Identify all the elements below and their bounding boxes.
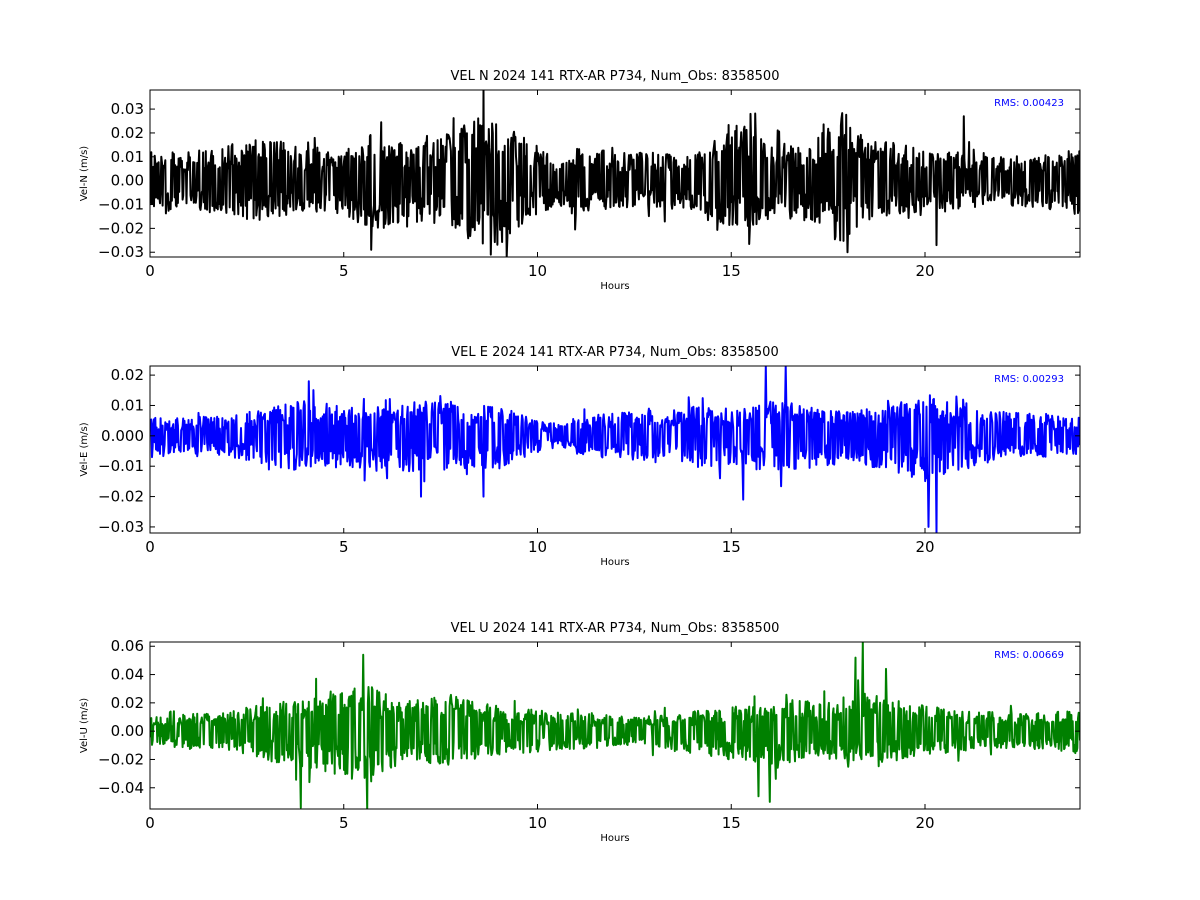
y-axis-label: Vel-N (m/s) bbox=[79, 146, 90, 201]
y-tick-label: 0.00 bbox=[111, 172, 144, 190]
x-tick-label: 5 bbox=[339, 814, 349, 832]
series-line bbox=[150, 366, 1080, 533]
y-tick-label: −0.01 bbox=[98, 457, 144, 475]
panel-north: 0 5 10 15 20 −0.03 −0.02 −0.01 0.00 0.01 0.02 0.03 V… bbox=[79, 69, 1081, 292]
y-axis-label: Vel-E (m/s) bbox=[79, 422, 90, 476]
x-tick-label: 10 bbox=[528, 262, 547, 280]
x-tick-label: 5 bbox=[339, 262, 349, 280]
x-tick-label: 10 bbox=[528, 814, 547, 832]
x-tick-label: 20 bbox=[915, 538, 934, 556]
series-line bbox=[150, 642, 1080, 809]
y-tick-label: 0.01 bbox=[111, 148, 144, 166]
y-tick-label: 0.02 bbox=[111, 366, 144, 384]
y-tick-label: −0.02 bbox=[98, 750, 144, 768]
chart-title: VEL U 2024 141 RTX-AR P734, Num_Obs: 835… bbox=[451, 621, 780, 636]
y-tick-label: 0.04 bbox=[111, 666, 144, 684]
plot-frame bbox=[149, 365, 1081, 534]
x-tick-label: 15 bbox=[722, 262, 741, 280]
y-tick-label: 0.03 bbox=[111, 100, 144, 118]
x-tick-label: 15 bbox=[722, 538, 741, 556]
x-tick-label: 0 bbox=[145, 262, 155, 280]
y-tick-label: −0.02 bbox=[98, 219, 144, 237]
y-tick-label: −0.03 bbox=[98, 518, 144, 536]
chart-title: VEL E 2024 141 RTX-AR P734, Num_Obs: 835… bbox=[451, 345, 778, 360]
x-axis-label: Hours bbox=[600, 281, 629, 292]
y-tick-label: 0.00 bbox=[111, 722, 144, 740]
y-tick-label: −0.04 bbox=[98, 779, 144, 797]
panel-east: 0 5 10 15 20 −0.03 −0.02 −0.01 0.000 0.01 0.02 VEL … bbox=[79, 345, 1081, 568]
x-tick-label: 15 bbox=[722, 814, 741, 832]
plot-frame bbox=[149, 641, 1081, 810]
panel-up: 0 5 10 15 20 −0.04 −0.02 0.00 0.02 0.04 0.06 VEL U … bbox=[79, 621, 1081, 844]
y-tick-label: −0.03 bbox=[98, 243, 144, 261]
y-tick-label: 0.02 bbox=[111, 124, 144, 142]
x-tick-label: 5 bbox=[339, 538, 349, 556]
plot-frame bbox=[149, 89, 1081, 258]
x-tick-label: 0 bbox=[145, 814, 155, 832]
rms-annotation: RMS: 0.00423 bbox=[994, 98, 1064, 109]
chart-title: VEL N 2024 141 RTX-AR P734, Num_Obs: 835… bbox=[451, 69, 780, 84]
y-tick-label: 0.06 bbox=[111, 637, 144, 655]
x-tick-label: 20 bbox=[915, 262, 934, 280]
x-tick-label: 20 bbox=[915, 814, 934, 832]
y-axis-label: Vel-U (m/s) bbox=[79, 698, 90, 753]
series-line bbox=[150, 90, 1080, 257]
rms-annotation: RMS: 0.00293 bbox=[994, 374, 1064, 385]
x-tick-label: 10 bbox=[528, 538, 547, 556]
x-axis-label: Hours bbox=[600, 833, 629, 844]
rms-annotation: RMS: 0.00669 bbox=[994, 650, 1064, 661]
y-tick-label: 0.01 bbox=[111, 396, 144, 414]
y-tick-label: 0.02 bbox=[111, 694, 144, 712]
x-axis-label: Hours bbox=[600, 557, 629, 568]
y-tick-label: 0.000 bbox=[101, 427, 144, 445]
y-tick-label: −0.01 bbox=[98, 196, 144, 214]
x-tick-label: 0 bbox=[145, 538, 155, 556]
y-tick-label: −0.02 bbox=[98, 488, 144, 506]
